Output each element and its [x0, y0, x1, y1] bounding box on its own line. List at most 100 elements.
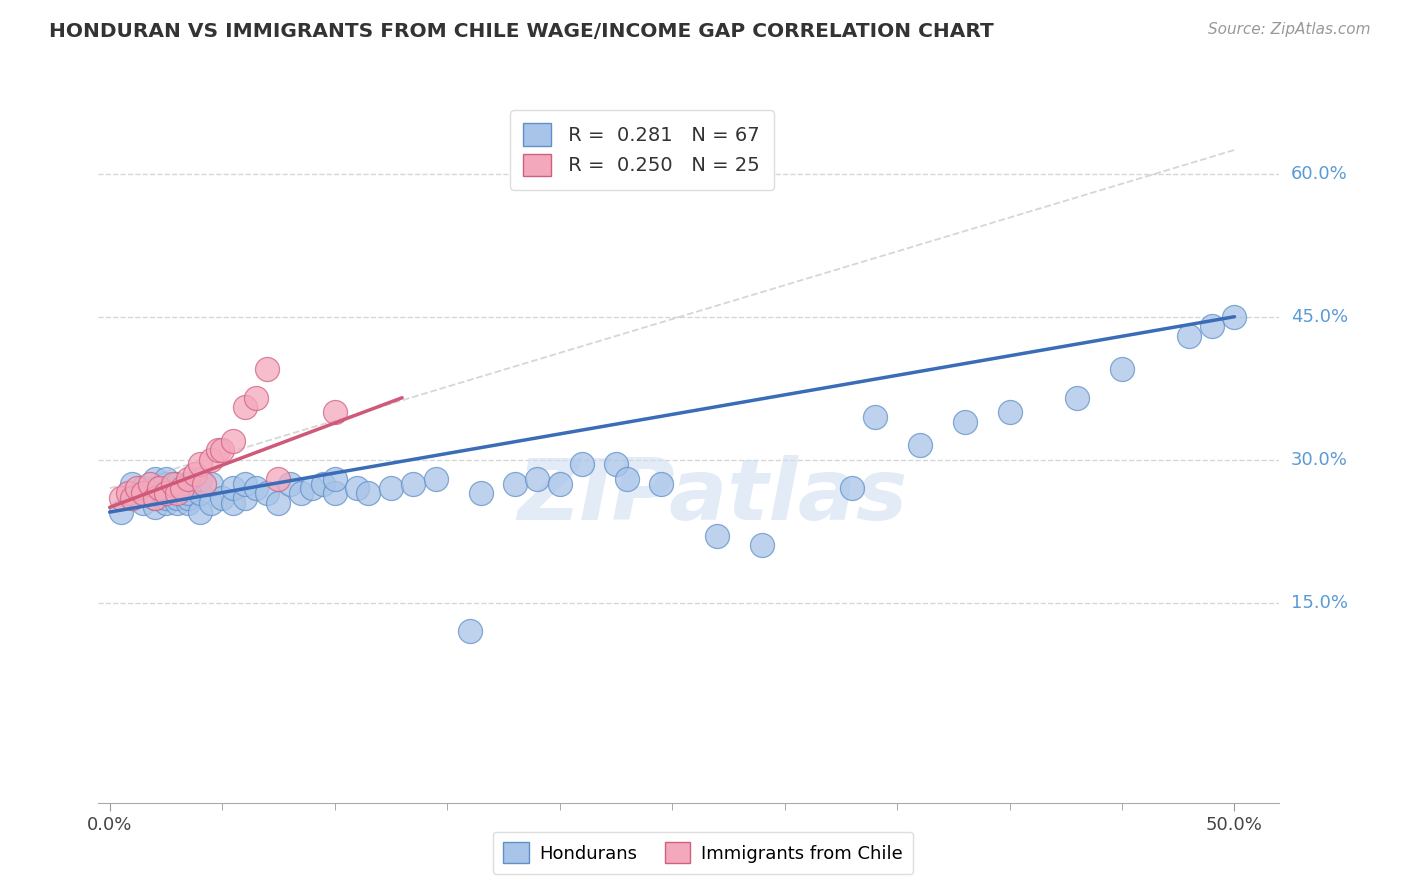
Point	[323, 472, 346, 486]
Point	[143, 481, 166, 495]
Point	[548, 476, 571, 491]
Point	[155, 491, 177, 505]
Point	[346, 481, 368, 495]
Point	[143, 491, 166, 505]
Point	[188, 458, 211, 472]
Point	[380, 481, 402, 495]
Point	[177, 472, 200, 486]
Point	[166, 495, 188, 509]
Point	[312, 476, 335, 491]
Point	[290, 486, 312, 500]
Point	[650, 476, 672, 491]
Point	[222, 481, 245, 495]
Point	[233, 401, 256, 415]
Point	[245, 391, 267, 405]
Point	[863, 409, 886, 424]
Point	[132, 495, 155, 509]
Point	[1201, 319, 1223, 334]
Point	[222, 434, 245, 448]
Text: 30.0%: 30.0%	[1291, 450, 1347, 468]
Point	[211, 443, 233, 458]
Point	[155, 495, 177, 509]
Point	[110, 491, 132, 505]
Point	[110, 505, 132, 519]
Point	[245, 481, 267, 495]
Point	[177, 476, 200, 491]
Point	[256, 362, 278, 376]
Point	[143, 500, 166, 515]
Point	[188, 505, 211, 519]
Legend:  R =  0.281   N = 67,  R =  0.250   N = 25: R = 0.281 N = 67, R = 0.250 N = 25	[510, 110, 773, 190]
Text: 60.0%: 60.0%	[1291, 165, 1347, 183]
Text: ZIPatlas: ZIPatlas	[517, 455, 908, 538]
Point	[301, 481, 323, 495]
Point	[121, 491, 143, 505]
Text: 15.0%: 15.0%	[1291, 594, 1347, 612]
Point	[177, 486, 200, 500]
Point	[256, 486, 278, 500]
Text: Source: ZipAtlas.com: Source: ZipAtlas.com	[1208, 22, 1371, 37]
Point	[200, 476, 222, 491]
Point	[908, 438, 931, 452]
Text: 45.0%: 45.0%	[1291, 308, 1348, 326]
Point	[503, 476, 526, 491]
Point	[1066, 391, 1088, 405]
Point	[143, 491, 166, 505]
Point	[184, 467, 207, 481]
Point	[117, 486, 139, 500]
Point	[207, 443, 229, 458]
Point	[143, 472, 166, 486]
Point	[605, 458, 627, 472]
Point	[233, 491, 256, 505]
Point	[166, 476, 188, 491]
Point	[425, 472, 447, 486]
Point	[155, 486, 177, 500]
Point	[200, 495, 222, 509]
Point	[841, 481, 863, 495]
Point	[162, 476, 184, 491]
Point	[125, 481, 148, 495]
Point	[148, 481, 170, 495]
Text: HONDURAN VS IMMIGRANTS FROM CHILE WAGE/INCOME GAP CORRELATION CHART: HONDURAN VS IMMIGRANTS FROM CHILE WAGE/I…	[49, 22, 994, 41]
Point	[458, 624, 481, 639]
Point	[211, 491, 233, 505]
Point	[706, 529, 728, 543]
Point	[222, 495, 245, 509]
Point	[170, 481, 193, 495]
Point	[132, 486, 155, 500]
Point	[177, 491, 200, 505]
Point	[188, 472, 211, 486]
Point	[267, 495, 290, 509]
Point	[323, 486, 346, 500]
Point	[323, 405, 346, 419]
Point	[188, 486, 211, 500]
Legend: Hondurans, Immigrants from Chile: Hondurans, Immigrants from Chile	[492, 831, 914, 874]
Point	[177, 495, 200, 509]
Point	[1178, 328, 1201, 343]
Point	[166, 486, 188, 500]
Point	[1223, 310, 1246, 324]
Point	[616, 472, 638, 486]
Point	[571, 458, 593, 472]
Point	[278, 476, 301, 491]
Point	[166, 491, 188, 505]
Point	[155, 476, 177, 491]
Point	[132, 481, 155, 495]
Point	[402, 476, 425, 491]
Point	[200, 452, 222, 467]
Point	[233, 476, 256, 491]
Point	[1111, 362, 1133, 376]
Point	[139, 476, 162, 491]
Point	[121, 476, 143, 491]
Point	[357, 486, 380, 500]
Point	[193, 476, 215, 491]
Point	[998, 405, 1021, 419]
Point	[166, 481, 188, 495]
Point	[155, 472, 177, 486]
Point	[953, 415, 976, 429]
Point	[470, 486, 492, 500]
Point	[267, 472, 290, 486]
Point	[751, 539, 773, 553]
Point	[155, 486, 177, 500]
Point	[121, 491, 143, 505]
